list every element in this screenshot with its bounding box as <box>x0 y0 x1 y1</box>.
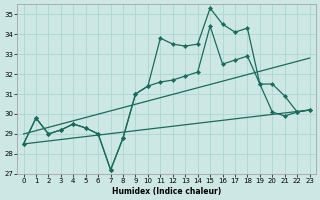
X-axis label: Humidex (Indice chaleur): Humidex (Indice chaleur) <box>112 187 221 196</box>
